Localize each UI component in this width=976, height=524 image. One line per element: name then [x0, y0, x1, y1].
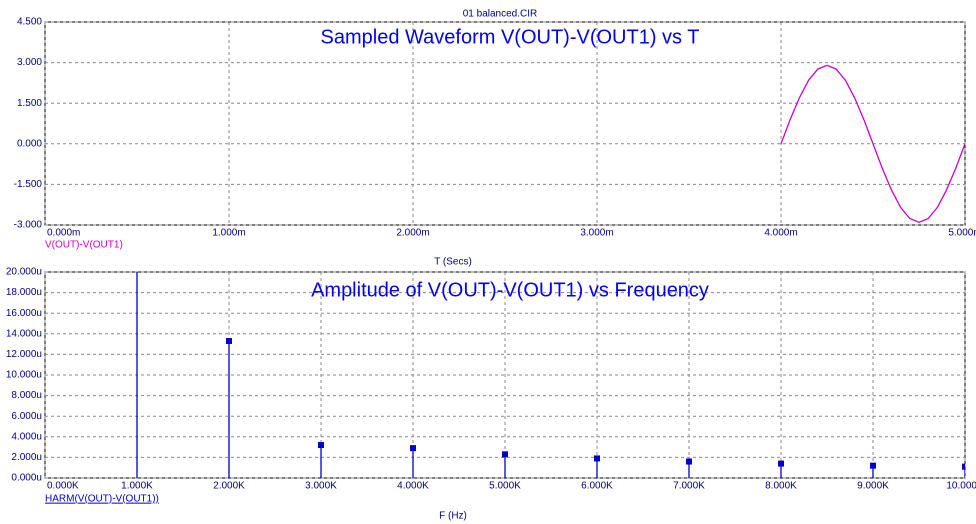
y-tick-label: 0.000	[17, 138, 42, 149]
y-tick-label: 10.000u	[6, 370, 42, 381]
stem-marker	[686, 458, 692, 465]
y-tick-label: 0.000u	[11, 473, 42, 484]
x-tick-label: 1.000K	[121, 481, 153, 492]
x-tick-label: 8.000K	[765, 481, 797, 492]
y-tick-label: 12.000u	[6, 349, 42, 360]
x-tick-label: 2.000K	[213, 481, 245, 492]
line	[780, 64, 965, 223]
x-tick-label: 5.000m	[948, 228, 976, 239]
plot-area	[136, 272, 965, 478]
x-tick-label: 3.000K	[305, 481, 337, 492]
y-tick-label: 4.000u	[11, 431, 42, 442]
x-tick-label: 1.000m	[212, 228, 245, 239]
y-tick-label: 20.000u	[6, 267, 42, 278]
plot-area	[780, 64, 965, 223]
y-tick-label: 4.500	[17, 17, 42, 28]
x-tick-label: 2.000m	[396, 228, 429, 239]
y-tick-label: 16.000u	[6, 308, 42, 319]
stem-marker	[962, 463, 965, 470]
legend-entry: HARM(V(OUT)-V(OUT1))	[45, 494, 159, 505]
stem-marker	[226, 338, 232, 345]
window-title: 01 balanced.CIR	[463, 9, 538, 20]
y-tick-label: -1.500	[14, 179, 43, 190]
y-tick-label: 2.000u	[11, 452, 42, 463]
x-tick-label: 7.000K	[673, 481, 705, 492]
y-tick-label: 6.000u	[11, 411, 42, 422]
stem-marker	[318, 442, 324, 449]
y-tick-label: 1.500	[17, 98, 42, 109]
y-tick-label: 18.000u	[6, 287, 42, 298]
legend-entry: V(OUT)-V(OUT1)	[45, 240, 123, 251]
stem-marker	[502, 451, 508, 458]
y-tick-label: -3.000	[14, 220, 43, 231]
chart-title: Sampled Waveform V(OUT)-V(OUT1) vs T	[321, 26, 700, 48]
y-tick-label: 8.000u	[11, 390, 42, 401]
x-tick-label: 0.000m	[47, 228, 80, 239]
x-tick-label: 4.000m	[764, 228, 797, 239]
x-tick-label: 0.000K	[47, 481, 79, 492]
stem-marker	[870, 462, 876, 469]
stem-marker	[410, 445, 416, 452]
x-tick-label: 9.000K	[857, 481, 889, 492]
x-tick-label: 3.000m	[580, 228, 613, 239]
x-axis-label: F (Hz)	[439, 511, 467, 522]
stem-marker	[594, 455, 600, 462]
x-tick-label: 10.000K	[946, 481, 976, 492]
y-tick-label: 14.000u	[6, 328, 42, 339]
y-tick-label: 3.000	[17, 57, 42, 68]
stem-marker	[778, 460, 784, 467]
x-tick-label: 6.000K	[581, 481, 613, 492]
plot-frame	[44, 21, 966, 226]
x-tick-label: 4.000K	[397, 481, 429, 492]
x-axis-label: T (Secs)	[434, 257, 472, 268]
x-tick-label: 5.000K	[489, 481, 521, 492]
chart-title: Amplitude of V(OUT)-V(OUT1) vs Frequency	[311, 279, 709, 301]
